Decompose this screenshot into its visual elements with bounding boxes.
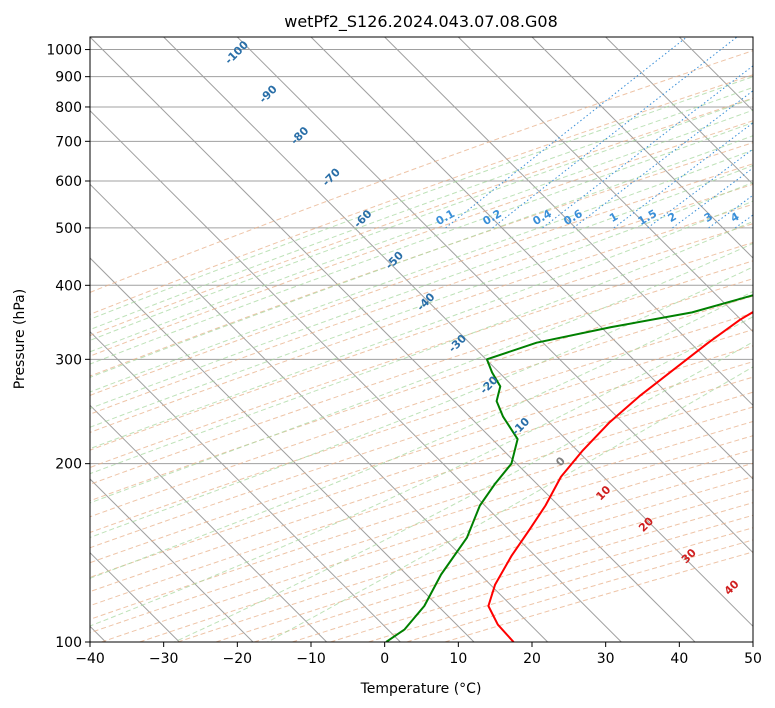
y-tick-label: 200 xyxy=(55,457,82,473)
y-tick-label: 100 xyxy=(55,635,82,651)
dry-adiabat-line xyxy=(90,241,753,469)
dry-adiabat-line xyxy=(254,489,753,642)
dry-adiabat-line xyxy=(90,142,753,377)
isotherm-line xyxy=(384,37,753,407)
profile-series xyxy=(385,294,753,642)
dry-adiabat-line xyxy=(90,312,753,533)
moist-adiabat-line xyxy=(174,341,753,642)
x-tick-label: −40 xyxy=(75,651,105,667)
moist-adiabat-line xyxy=(90,149,753,393)
moist-adiabat-line xyxy=(90,122,753,365)
y-tick-label: 1000 xyxy=(46,43,82,59)
mixing-ratio-line xyxy=(647,148,753,229)
dry-adiabat-line xyxy=(90,97,753,337)
y-tick-label: 600 xyxy=(55,174,82,190)
x-tick-label: −10 xyxy=(296,651,326,667)
y-tick-label: 800 xyxy=(55,100,82,116)
dry-adiabat-line xyxy=(90,361,753,578)
dry-adiabat-line xyxy=(90,223,753,451)
moist-adiabat-line xyxy=(90,76,753,320)
isotherm-line xyxy=(90,257,475,642)
dry-adiabat-line xyxy=(330,514,753,642)
isotherm-line xyxy=(90,330,401,642)
x-tick-label: 10 xyxy=(449,651,467,667)
moist-adiabat-line xyxy=(90,266,753,539)
x-axis-label: Temperature (°C) xyxy=(360,681,482,697)
x-tick-label: 20 xyxy=(523,651,541,667)
isotherm-line xyxy=(236,37,753,554)
isotherm-line xyxy=(605,37,753,186)
dry-adiabat-line xyxy=(90,329,753,549)
moist-adiabat-line xyxy=(90,164,753,410)
y-axis: 100 200 300 400 500 600 700 800 900 1000 xyxy=(46,43,90,651)
isotherm-line xyxy=(90,183,549,642)
mixing-ratio-line xyxy=(542,65,753,229)
dry-adiabat-line xyxy=(90,74,753,315)
y-tick-label: 700 xyxy=(55,134,82,150)
x-tick-label: −20 xyxy=(223,651,253,667)
isotherm-line xyxy=(163,37,753,628)
dry-adiabat-line xyxy=(177,462,753,642)
moist-adiabat-line xyxy=(90,181,753,428)
thermo-background-lines xyxy=(90,37,753,642)
dry-adiabat-line xyxy=(101,435,753,642)
y-axis-label: Pressure (hPa) xyxy=(12,289,28,389)
x-tick-label: 40 xyxy=(670,651,688,667)
series-line-0 xyxy=(487,310,753,642)
y-tick-label: 900 xyxy=(55,70,82,86)
x-tick-label: 30 xyxy=(597,651,615,667)
x-axis: −40 −30 −20 −10 0 10 20 30 40 50 xyxy=(75,642,762,667)
moist-adiabat-line xyxy=(90,98,753,341)
moist-adiabat-line xyxy=(90,242,753,504)
plot-frame xyxy=(89,36,754,643)
y-tick-label: 400 xyxy=(55,278,82,294)
moist-adiabat-line xyxy=(90,200,753,450)
x-tick-label: 0 xyxy=(380,651,389,667)
mixing-ratio-line xyxy=(572,90,753,229)
dry-adiabat-line xyxy=(90,345,753,564)
dry-adiabat-line xyxy=(90,295,753,518)
dry-adiabat-line xyxy=(90,120,753,357)
x-tick-label: −30 xyxy=(149,651,179,667)
dry-adiabat-line xyxy=(406,539,753,642)
chart-title: wetPf2_S126.2024.043.07.08.G08 xyxy=(284,12,558,32)
mixing-ratio-line xyxy=(445,37,688,229)
dry-adiabat-line xyxy=(368,527,753,642)
isotherm-line xyxy=(90,37,696,642)
y-tick-label: 500 xyxy=(55,221,82,237)
y-tick-label: 300 xyxy=(55,352,82,368)
dry-adiabat-line xyxy=(90,406,753,620)
dry-adiabat-line xyxy=(90,203,753,433)
x-tick-label: 50 xyxy=(744,651,762,667)
moist-adiabat-line xyxy=(267,366,753,642)
mixing-ratio-line xyxy=(613,122,753,229)
series-line-1 xyxy=(385,294,753,642)
mixing-ratio-line xyxy=(672,167,753,229)
isotherm-line xyxy=(90,404,328,642)
dry-adiabat-line xyxy=(90,376,753,593)
